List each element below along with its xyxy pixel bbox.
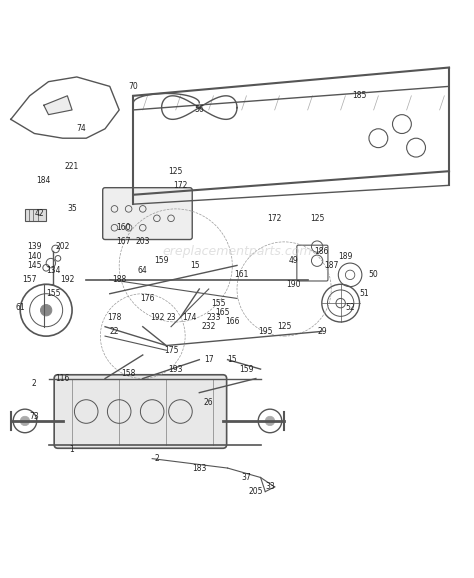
Text: 23: 23 — [166, 313, 176, 322]
Text: 51: 51 — [359, 289, 369, 298]
Text: 155: 155 — [46, 289, 61, 298]
Text: 174: 174 — [182, 313, 197, 322]
Text: 190: 190 — [286, 280, 301, 289]
Text: 134: 134 — [46, 266, 61, 275]
Text: 187: 187 — [324, 261, 338, 270]
Text: 35: 35 — [67, 205, 77, 213]
Text: 2: 2 — [155, 454, 159, 463]
Text: 166: 166 — [225, 317, 239, 327]
Text: 1: 1 — [70, 444, 74, 454]
Text: 61: 61 — [16, 303, 25, 312]
Polygon shape — [44, 96, 72, 114]
Text: 167: 167 — [117, 238, 131, 246]
Text: 125: 125 — [277, 322, 292, 331]
Text: 74: 74 — [77, 124, 86, 134]
Text: 203: 203 — [136, 238, 150, 246]
Text: 50: 50 — [369, 271, 379, 279]
Text: 193: 193 — [168, 365, 183, 373]
Text: 183: 183 — [192, 464, 207, 473]
Text: 172: 172 — [173, 181, 188, 190]
Text: 192: 192 — [150, 313, 164, 322]
FancyBboxPatch shape — [25, 209, 46, 221]
Text: 189: 189 — [338, 251, 353, 261]
Text: 178: 178 — [107, 313, 122, 322]
Text: 159: 159 — [155, 256, 169, 265]
Text: 205: 205 — [248, 487, 263, 496]
Text: 157: 157 — [22, 275, 37, 284]
Text: 116: 116 — [55, 374, 70, 383]
Text: 185: 185 — [352, 91, 367, 101]
Text: 73: 73 — [29, 412, 39, 421]
Text: 232: 232 — [201, 322, 216, 331]
Text: 56: 56 — [194, 105, 204, 114]
Text: 202: 202 — [55, 242, 70, 251]
Text: 233: 233 — [206, 313, 221, 322]
Text: 64: 64 — [138, 266, 147, 275]
Circle shape — [40, 305, 52, 316]
Text: 42: 42 — [34, 209, 44, 218]
Text: 195: 195 — [258, 327, 273, 336]
Text: 26: 26 — [204, 398, 214, 406]
Circle shape — [20, 416, 30, 425]
Text: 175: 175 — [164, 346, 178, 355]
Text: 70: 70 — [128, 82, 138, 91]
Text: 176: 176 — [140, 294, 155, 303]
Text: 125: 125 — [310, 214, 324, 223]
Text: 140: 140 — [27, 251, 42, 261]
FancyBboxPatch shape — [103, 188, 192, 239]
Text: 139: 139 — [27, 242, 42, 251]
Text: 15: 15 — [190, 261, 200, 270]
Text: 158: 158 — [121, 369, 136, 379]
Text: 221: 221 — [65, 162, 79, 171]
Text: 22: 22 — [110, 327, 119, 336]
Text: 49: 49 — [289, 256, 299, 265]
Text: 161: 161 — [235, 271, 249, 279]
Text: 145: 145 — [27, 261, 42, 270]
Text: 186: 186 — [315, 247, 329, 256]
Text: ereplacementparts.com: ereplacementparts.com — [162, 245, 312, 258]
Text: 172: 172 — [267, 214, 282, 223]
Text: 17: 17 — [204, 355, 214, 364]
Text: 188: 188 — [112, 275, 126, 284]
Text: 184: 184 — [36, 176, 51, 185]
Text: 160: 160 — [117, 223, 131, 232]
Text: 192: 192 — [60, 275, 74, 284]
Text: 15: 15 — [228, 355, 237, 364]
Text: 37: 37 — [242, 473, 251, 482]
Text: 165: 165 — [216, 308, 230, 317]
Text: 159: 159 — [239, 365, 254, 373]
FancyBboxPatch shape — [54, 375, 227, 449]
Text: 29: 29 — [317, 327, 327, 336]
Text: 125: 125 — [169, 166, 183, 176]
Text: 155: 155 — [211, 299, 226, 307]
Text: 52: 52 — [345, 303, 355, 312]
Text: 33: 33 — [265, 483, 275, 491]
Circle shape — [265, 416, 275, 425]
Text: 2: 2 — [32, 379, 37, 388]
